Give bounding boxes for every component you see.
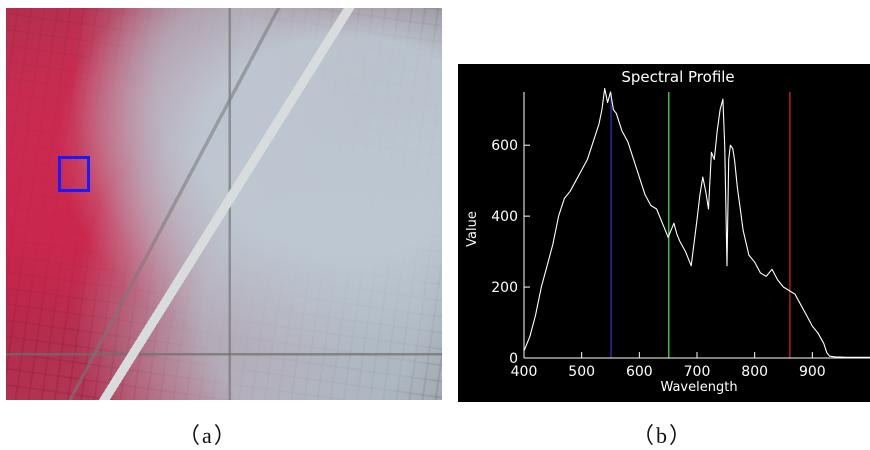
y-tick-label: 400	[491, 209, 518, 225]
x-tick-label: 700	[684, 364, 711, 380]
y-tick-label: 0	[509, 351, 518, 367]
chart-ticks: 400 500 600 700 800 900 0 200 400 600	[491, 138, 825, 380]
band-markers	[610, 92, 791, 358]
chart-axes	[523, 92, 870, 359]
x-tick-label: 400	[511, 364, 538, 380]
y-axis-label: Value	[465, 211, 480, 247]
satellite-image-panel	[6, 8, 442, 400]
spectral-profile-line	[523, 87, 870, 358]
x-tick-label: 900	[799, 364, 826, 380]
spectral-profile-chart: Spectral Profile Value Wavelength 400 500…	[458, 64, 870, 402]
selected-region-box	[58, 156, 90, 192]
x-tick-label: 800	[741, 364, 768, 380]
caption-b: （b）	[632, 423, 694, 448]
chart-title: Spectral Profile	[621, 68, 734, 86]
spectral-line-layer	[523, 87, 870, 358]
y-tick-label: 200	[491, 280, 518, 296]
y-tick-label: 600	[491, 138, 518, 154]
spectral-profile-svg: Spectral Profile Value Wavelength 400 500…	[465, 68, 870, 395]
x-tick-label: 500	[568, 364, 595, 380]
caption-a: （a）	[178, 423, 238, 448]
x-tick-label: 600	[626, 364, 653, 380]
x-axis-label: Wavelength	[660, 380, 737, 395]
